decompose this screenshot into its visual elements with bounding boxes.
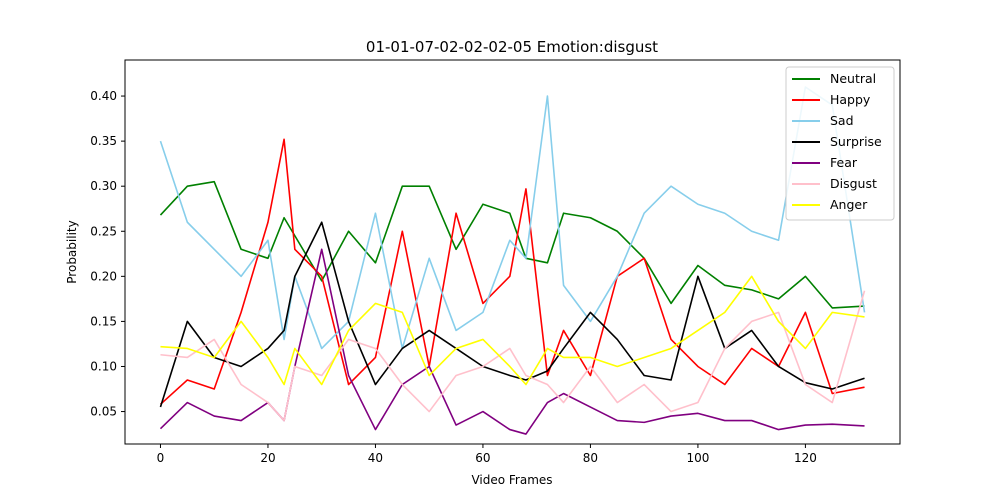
series-line-disgust	[160, 290, 866, 422]
y-tick-label: 0.15	[90, 314, 117, 328]
y-tick-label: 0.25	[90, 224, 117, 238]
legend-label-sad: Sad	[830, 113, 854, 128]
series-line-sad	[159, 86, 866, 350]
chart-title: 01-01-07-02-02-02-05 Emotion:disgust	[366, 38, 658, 56]
y-axis: 0.05 0.10 0.15 0.20 0.25 0.30 0.35 0.40	[90, 89, 125, 419]
y-tick-label: 0.05	[90, 405, 117, 419]
legend-label-fear: Fear	[830, 155, 858, 170]
x-tick-label: 80	[583, 451, 598, 465]
x-tick-label: 100	[686, 451, 709, 465]
y-axis-label: Probability	[65, 220, 79, 283]
y-tick-label: 0.30	[90, 179, 117, 193]
x-tick-label: 0	[157, 451, 165, 465]
x-axis: 0 20 40 60 80 100 120	[157, 444, 817, 465]
y-tick-label: 0.20	[90, 269, 117, 283]
x-tick-label: 60	[475, 451, 490, 465]
x-tick-label: 20	[260, 451, 275, 465]
series-line-anger	[160, 275, 865, 386]
x-axis-label: Video Frames	[471, 473, 552, 487]
x-tick-label: 40	[368, 451, 383, 465]
legend-box	[785, 66, 895, 221]
y-tick-label: 0.35	[90, 134, 117, 148]
legend-label-neutral: Neutral	[830, 71, 876, 86]
y-tick-label: 0.10	[90, 359, 117, 373]
series-layer	[159, 86, 866, 435]
legend-label-disgust: Disgust	[830, 176, 877, 191]
y-tick-label: 0.40	[90, 89, 117, 103]
series-line-surprise	[159, 221, 865, 408]
series-line-neutral	[159, 180, 865, 309]
x-tick-label: 120	[794, 451, 817, 465]
plot-frame	[124, 59, 901, 445]
legend-label-anger: Anger	[830, 197, 868, 212]
legend: Neutral Happy Sad Surprise Fear Disgust Anger	[785, 66, 895, 221]
series-line-happy	[159, 138, 865, 405]
legend-label-surprise: Surprise	[830, 134, 882, 149]
legend-label-happy: Happy	[830, 92, 871, 107]
